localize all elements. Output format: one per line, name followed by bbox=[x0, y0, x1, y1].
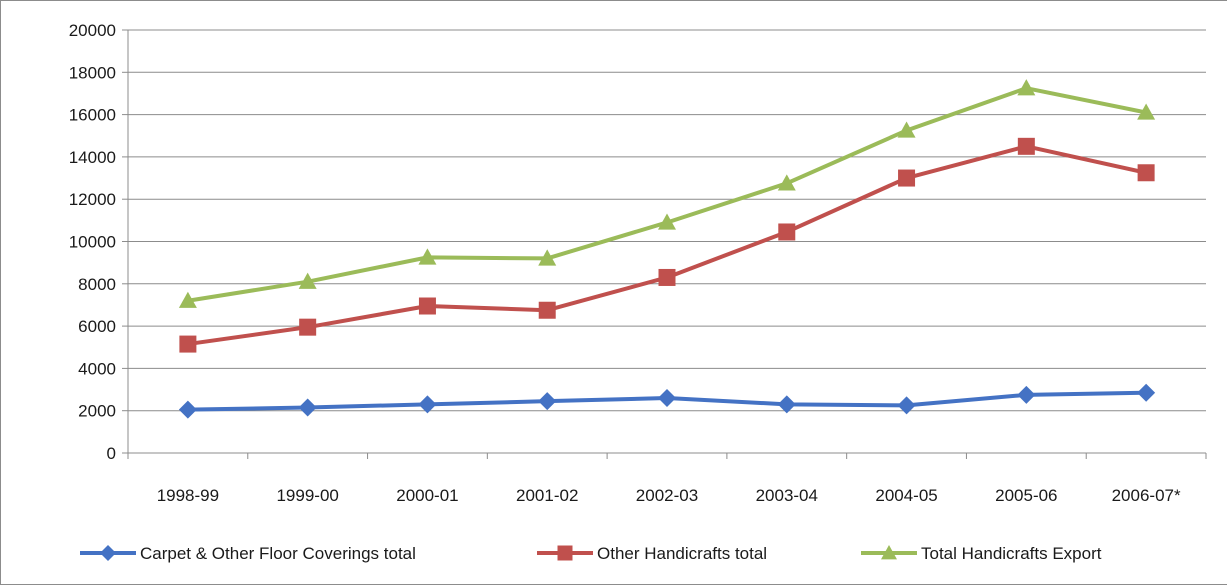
data-point-square bbox=[179, 335, 197, 353]
y-tick-label: 12000 bbox=[69, 190, 116, 209]
y-tick-label: 16000 bbox=[69, 106, 116, 125]
y-tick-label: 20000 bbox=[69, 21, 116, 40]
data-point-triangle bbox=[777, 174, 796, 191]
data-point-triangle bbox=[298, 272, 317, 289]
data-point-triangle bbox=[881, 545, 897, 560]
data-point-triangle bbox=[418, 248, 437, 265]
data-point-square bbox=[778, 223, 796, 241]
legend-item: Total Handicrafts Export bbox=[861, 544, 1102, 563]
data-point-diamond bbox=[100, 545, 116, 561]
gridlines bbox=[128, 29, 1206, 412]
x-tick-label: 2000-01 bbox=[396, 486, 458, 505]
data-point-diamond bbox=[897, 396, 916, 415]
y-tick-label: 4000 bbox=[78, 359, 116, 378]
legend-label: Other Handicrafts total bbox=[597, 544, 767, 563]
legend-item: Carpet & Other Floor Coverings total bbox=[80, 544, 416, 563]
data-point-square bbox=[658, 268, 676, 286]
legend: Carpet & Other Floor Coverings total Othe… bbox=[80, 544, 1102, 563]
y-tick-label: 2000 bbox=[78, 402, 116, 421]
series-0 bbox=[178, 383, 1156, 419]
x-tick-label: 2005-06 bbox=[995, 486, 1057, 505]
data-point-diamond bbox=[298, 398, 317, 417]
x-tick-label: 1999-00 bbox=[276, 486, 338, 505]
data-point-diamond bbox=[1017, 385, 1036, 404]
data-point-triangle bbox=[1137, 103, 1156, 120]
y-tick-label: 8000 bbox=[78, 275, 116, 294]
data-point-diamond bbox=[418, 395, 437, 414]
legend-item: Other Handicrafts total bbox=[537, 544, 767, 563]
data-point-triangle bbox=[1017, 79, 1036, 96]
data-point-diamond bbox=[178, 400, 197, 419]
data-point-diamond bbox=[1137, 383, 1156, 402]
series-group bbox=[178, 79, 1156, 419]
data-point-square bbox=[1137, 164, 1155, 182]
data-point-square bbox=[557, 545, 573, 561]
x-tick-label: 2002-03 bbox=[636, 486, 698, 505]
x-tick-label: 2001-02 bbox=[516, 486, 578, 505]
x-axis-tick-labels: 1998-99 1999-00 2000-01 2001-02 2002-03 2003-… bbox=[157, 486, 1181, 505]
data-point-square bbox=[898, 169, 916, 187]
axes bbox=[122, 29, 1207, 459]
data-point-triangle bbox=[658, 213, 676, 230]
x-tick-label: 2003-04 bbox=[756, 486, 818, 505]
series-line bbox=[187, 144, 1147, 347]
data-point-square bbox=[1017, 137, 1035, 155]
y-axis-tick-labels: 0 2000 4000 6000 8000 10000 12000 14000 16000 180… bbox=[69, 21, 116, 463]
data-point-triangle bbox=[538, 249, 557, 266]
data-point-diamond bbox=[777, 395, 796, 414]
x-tick-label: 2006-07* bbox=[1112, 486, 1181, 505]
y-tick-label: 14000 bbox=[69, 148, 116, 167]
y-tick-label: 0 bbox=[107, 444, 116, 463]
y-tick-label: 10000 bbox=[69, 233, 116, 252]
data-point-triangle bbox=[897, 121, 916, 138]
series-line bbox=[187, 86, 1147, 303]
series-1 bbox=[179, 137, 1155, 353]
x-tick-label: 1998-99 bbox=[157, 486, 219, 505]
y-tick-label: 18000 bbox=[69, 63, 116, 82]
x-tick-label: 2004-05 bbox=[875, 486, 937, 505]
data-point-square bbox=[538, 301, 556, 319]
data-point-diamond bbox=[538, 392, 557, 411]
data-point-triangle bbox=[178, 291, 197, 308]
y-tick-label: 6000 bbox=[78, 317, 116, 336]
series-2 bbox=[178, 79, 1156, 308]
legend-label: Total Handicrafts Export bbox=[921, 544, 1102, 563]
data-point-square bbox=[299, 318, 317, 336]
legend-label: Carpet & Other Floor Coverings total bbox=[140, 544, 416, 563]
data-point-diamond bbox=[658, 389, 676, 408]
data-point-square bbox=[418, 297, 436, 315]
